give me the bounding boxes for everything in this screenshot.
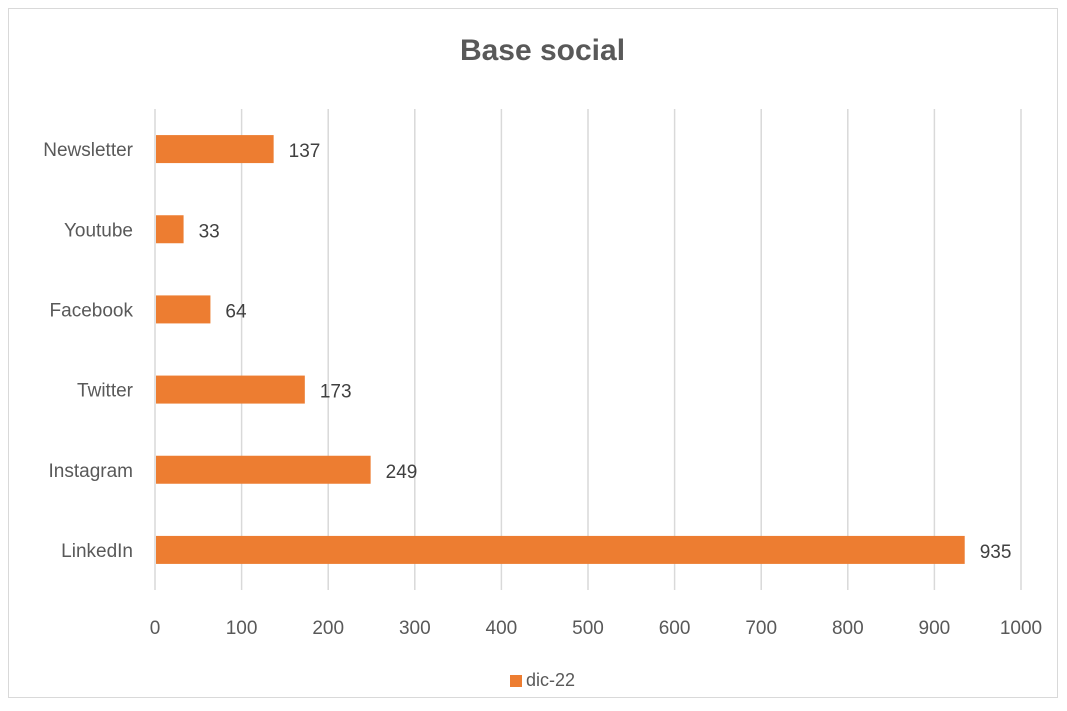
category-label: Facebook	[50, 300, 134, 321]
gridlines	[154, 109, 1022, 590]
bar	[156, 295, 211, 324]
x-tick-label: 0	[150, 618, 161, 639]
data-label: 137	[289, 141, 321, 162]
bar	[156, 455, 371, 484]
category-label: Newsletter	[43, 140, 133, 161]
bars	[156, 135, 965, 564]
x-tick-label: 800	[832, 618, 864, 639]
bar	[156, 375, 305, 404]
data-label: 64	[225, 301, 247, 322]
x-tick-label: 300	[399, 618, 431, 639]
bar	[156, 535, 965, 564]
bar	[156, 215, 184, 244]
chart-frame	[8, 8, 1058, 698]
legend-swatch	[509, 675, 522, 687]
category-label: Youtube	[64, 220, 133, 241]
category-label: Instagram	[49, 461, 133, 482]
data-label: 173	[320, 382, 352, 403]
x-tick-label: 200	[312, 618, 344, 639]
x-tick-label: 700	[745, 618, 777, 639]
chart-title: Base social	[459, 34, 626, 67]
bar	[156, 135, 274, 164]
x-tick-label: 400	[486, 618, 518, 639]
category-label: Twitter	[77, 381, 134, 402]
x-tick-label: 1000	[1000, 618, 1042, 639]
data-label: 33	[199, 221, 220, 242]
data-label: 249	[386, 462, 418, 483]
x-tick-label: 500	[572, 618, 604, 639]
x-tick-label: 600	[659, 618, 691, 639]
labels: 0 100 200 300 400 500 600 700 800 900 1000 Newslett…	[43, 140, 1042, 639]
x-tick-label: 900	[919, 618, 951, 639]
legend: dic-22	[0, 670, 1067, 691]
x-tick-label: 100	[226, 618, 258, 639]
category-label: LinkedIn	[61, 541, 133, 562]
data-label: 935	[980, 542, 1012, 563]
legend-label: dic-22	[525, 670, 576, 690]
